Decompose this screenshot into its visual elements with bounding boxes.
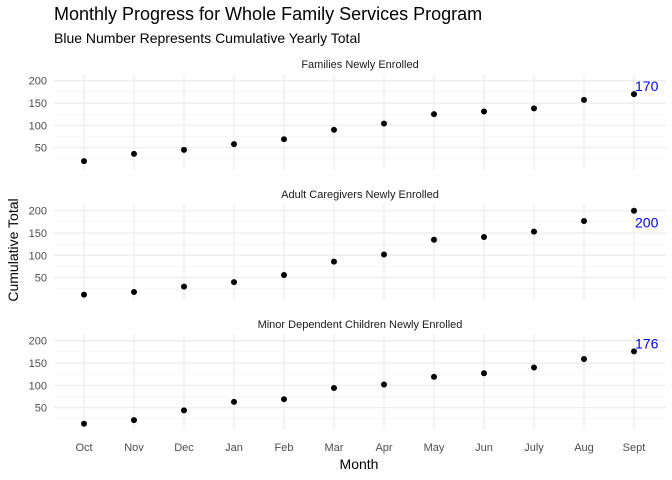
panel-title: Adult Caregivers Newly Enrolled <box>281 189 439 201</box>
data-point <box>231 398 237 405</box>
data-point <box>531 364 537 371</box>
x-tick-label: Nov <box>124 442 144 454</box>
cumulative-total-label: 170 <box>635 78 659 94</box>
data-point <box>481 370 487 377</box>
x-tick-label: Oct <box>75 442 92 454</box>
data-point <box>581 217 587 224</box>
x-tick-label: July <box>524 442 544 454</box>
data-point <box>131 150 137 157</box>
y-tick-label: 150 <box>29 358 47 370</box>
data-point <box>631 91 637 98</box>
data-point <box>381 120 387 127</box>
data-point <box>531 228 537 235</box>
data-point <box>431 111 437 118</box>
data-point <box>631 348 637 355</box>
cumulative-total-label: 200 <box>635 215 659 231</box>
panel-3: Minor Dependent Children Newly Enrolled 5… <box>29 319 666 430</box>
data-point <box>231 141 237 148</box>
data-point <box>281 136 287 143</box>
y-tick-label: 150 <box>29 228 47 240</box>
data-point <box>281 396 287 403</box>
chart-title: Monthly Progress for Whole Family Servic… <box>54 4 482 24</box>
y-tick-label: 200 <box>29 336 47 348</box>
x-tick-label: May <box>424 442 445 454</box>
data-point <box>181 283 187 290</box>
data-point <box>81 420 87 427</box>
y-tick-label: 50 <box>35 143 47 155</box>
data-point <box>81 291 87 298</box>
facet-panels: Families Newly Enrolled 50 100 150 200 170 Adu… <box>29 59 666 430</box>
data-point <box>431 236 437 243</box>
data-point <box>631 207 637 214</box>
data-point <box>281 271 287 278</box>
panel-2: Adult Caregivers Newly Enrolled 50 100 150 2… <box>29 189 666 300</box>
x-axis-ticks: Oct Nov Dec Jan Feb Mar Apr May Jun July Aug Sept <box>75 442 645 454</box>
x-tick-label: Mar <box>325 442 344 454</box>
data-point <box>381 381 387 388</box>
x-tick-label: Aug <box>574 442 594 454</box>
data-point <box>481 234 487 241</box>
data-point <box>81 158 87 165</box>
data-point <box>331 126 337 133</box>
chart-subtitle: Blue Number Represents Cumulative Yearly… <box>54 30 360 46</box>
data-point <box>181 146 187 153</box>
y-tick-label: 150 <box>29 98 47 110</box>
y-tick-label: 100 <box>29 250 47 262</box>
data-point <box>131 417 137 424</box>
y-tick-label: 200 <box>29 206 47 218</box>
y-tick-label: 100 <box>29 120 47 132</box>
x-tick-label: Jun <box>475 442 493 454</box>
data-point <box>481 108 487 115</box>
x-tick-label: Apr <box>375 442 392 454</box>
y-tick-label: 50 <box>35 403 47 415</box>
y-axis-label: Cumulative Total <box>5 198 21 301</box>
data-point <box>331 258 337 265</box>
x-tick-label: Jan <box>225 442 243 454</box>
panel-title: Families Newly Enrolled <box>301 59 418 71</box>
data-point <box>231 279 237 286</box>
data-point <box>331 385 337 392</box>
data-point <box>581 356 587 363</box>
x-axis-label: Month <box>340 456 379 472</box>
data-point <box>131 288 137 295</box>
y-tick-label: 100 <box>29 380 47 392</box>
panel-title: Minor Dependent Children Newly Enrolled <box>258 319 463 331</box>
x-tick-label: Feb <box>275 442 294 454</box>
data-point <box>431 373 437 380</box>
y-tick-label: 200 <box>29 76 47 88</box>
x-tick-label: Dec <box>174 442 194 454</box>
panel-1: Families Newly Enrolled 50 100 150 200 170 <box>29 59 666 170</box>
data-point <box>581 96 587 103</box>
data-point <box>381 251 387 258</box>
data-point <box>531 105 537 112</box>
data-point <box>181 407 187 414</box>
cumulative-total-label: 176 <box>635 335 659 351</box>
y-tick-label: 50 <box>35 273 47 285</box>
x-tick-label: Sept <box>623 442 646 454</box>
